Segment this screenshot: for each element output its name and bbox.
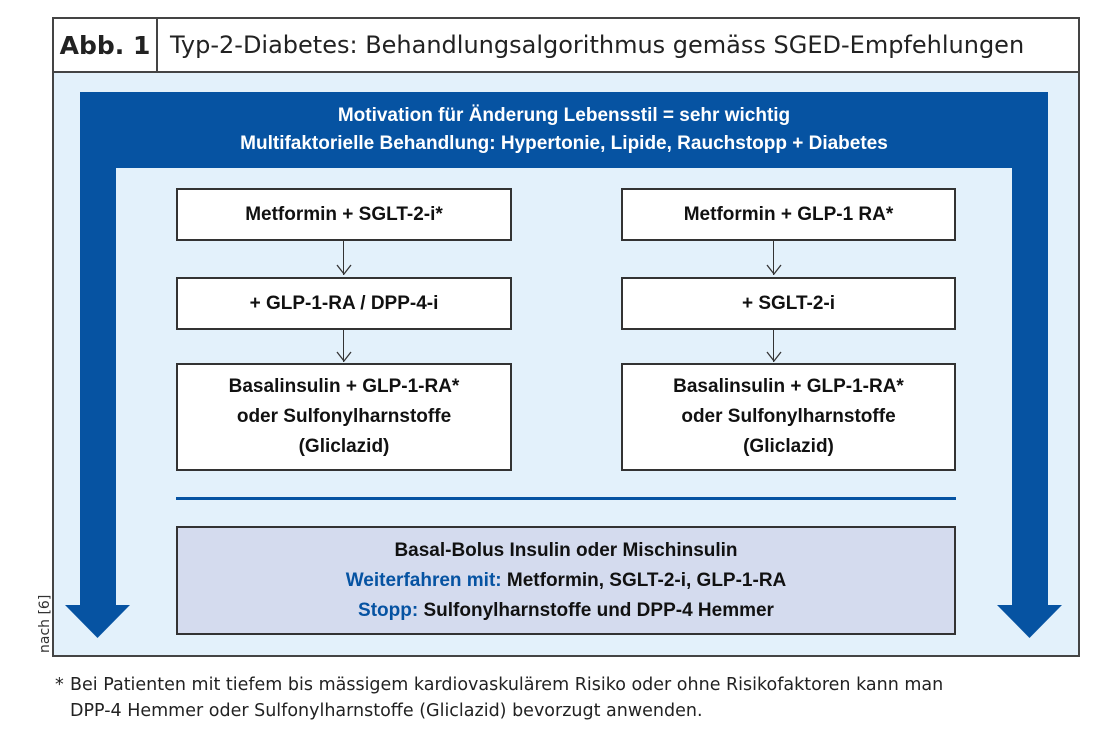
section-divider [176, 497, 956, 500]
arrow-down-icon [766, 351, 782, 363]
left-arrow-shaft [80, 160, 116, 610]
right-step-3: Basalinsulin + GLP-1-RA* oder Sulfonylha… [621, 363, 956, 471]
banner-line-2: Multifaktorielle Behandlung: Hypertonie,… [240, 133, 888, 154]
figure-label: Abb. 1 [54, 19, 158, 71]
left-step-3: Basalinsulin + GLP-1-RA* oder Sulfonylha… [176, 363, 512, 471]
insulin-box: Basal-Bolus Insulin oder Mischinsulin We… [176, 526, 956, 635]
bottom-line-1: Basal-Bolus Insulin oder Mischinsulin [394, 539, 738, 561]
bottom-line-2: Weiterfahren mit: Metformin, SGLT-2-i, G… [346, 566, 787, 596]
step-line: Basalinsulin + GLP-1-RA* [673, 376, 904, 397]
step-line: Basalinsulin + GLP-1-RA* [228, 376, 460, 397]
right-step-2: + SGLT-2-i [621, 277, 956, 330]
connector [773, 330, 774, 362]
stop-label: Stopp: [358, 599, 419, 621]
footnote-line-1: Bei Patienten mit tiefem bis mässigem ka… [70, 675, 944, 695]
arrow-down-icon [336, 351, 352, 363]
footnote-star: * [55, 675, 64, 695]
stop-text: Sulfonylharnstoffe und DPP-4 Hemmer [418, 599, 774, 621]
right-step-1: Metformin + GLP-1 RA* [621, 188, 956, 241]
source-note: nach [6] [37, 594, 53, 653]
footnote-line-2: DPP-4 Hemmer oder Sulfonylharnstoffe (Gl… [70, 701, 703, 721]
figure-title: Typ-2-Diabetes: Behandlungsalgorithmus g… [170, 31, 1025, 59]
right-arrow-shaft [1012, 160, 1048, 610]
arrow-down-icon [766, 264, 782, 276]
banner-line-1: Motivation für Änderung Lebensstil = seh… [337, 105, 791, 126]
step-line: (Gliclazid) [298, 436, 390, 457]
continue-text: Metformin, SGLT-2-i, GLP-1-RA [501, 569, 787, 591]
left-step-2: + GLP-1-RA / DPP-4-i [176, 277, 512, 330]
lifestyle-banner: Motivation für Änderung Lebensstil = seh… [80, 92, 1048, 168]
continue-label: Weiterfahren mit: [345, 569, 502, 591]
step-line: oder Sulfonylharnstoffe [681, 406, 896, 427]
right-arrow-head-icon [997, 605, 1062, 638]
connector [773, 241, 774, 275]
left-step-1: Metformin + SGLT-2-i* [176, 188, 512, 241]
figure-header [52, 17, 1080, 73]
connector [343, 241, 344, 275]
footnote: * Bei Patienten mit tiefem bis mässigem k… [55, 672, 943, 724]
step-line: (Gliclazid) [743, 436, 834, 457]
step-line: oder Sulfonylharnstoffe [236, 406, 452, 427]
connector [343, 330, 344, 362]
bottom-line-3: Stopp: Sulfonylharnstoffe und DPP-4 Hemm… [358, 596, 774, 626]
left-arrow-head-icon [65, 605, 130, 638]
arrow-down-icon [336, 264, 352, 276]
